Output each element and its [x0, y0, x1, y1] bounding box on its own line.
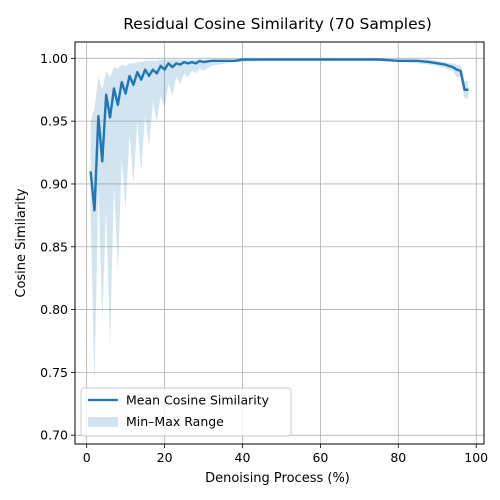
chart-title: Residual Cosine Similarity (70 Samples) [123, 15, 432, 33]
y-tick-label: 0.85 [40, 239, 68, 254]
plot-frame [74, 41, 485, 445]
min-max-band [90, 59, 469, 385]
y-tick-label: 0.70 [40, 428, 68, 443]
y-axis-ticks: 0.70 0.75 0.80 0.85 0.90 0.95 1.00 [40, 51, 75, 443]
legend-box [80, 387, 292, 437]
x-tick-label: 40 [235, 450, 251, 465]
x-tick-label: 0 [83, 450, 91, 465]
min-max-band-layer [90, 59, 469, 385]
y-tick-label: 0.90 [40, 176, 68, 191]
mean-line-layer [89, 58, 469, 212]
y-tick-label: 0.95 [40, 114, 68, 129]
x-tick-label: 100 [464, 450, 488, 465]
grid [75, 42, 484, 444]
x-tick-label: 20 [157, 450, 173, 465]
y-tick-label: 0.80 [40, 302, 68, 317]
legend-label-mean: Mean Cosine Similarity [126, 393, 270, 408]
legend: Mean Cosine Similarity Min–Max Range [80, 387, 292, 437]
mean-cosine-line [89, 58, 469, 212]
x-tick-label: 80 [390, 450, 406, 465]
x-axis-label: Denoising Process (%) [205, 471, 350, 486]
legend-band-swatch [88, 417, 118, 427]
y-tick-label: 0.75 [40, 365, 68, 380]
x-tick-label: 60 [312, 450, 328, 465]
x-axis-ticks: 0 20 40 60 80 100 [83, 444, 488, 465]
y-tick-label: 1.00 [40, 51, 68, 66]
y-axis-label: Cosine Similarity [14, 188, 29, 298]
legend-label-range: Min–Max Range [126, 414, 224, 429]
